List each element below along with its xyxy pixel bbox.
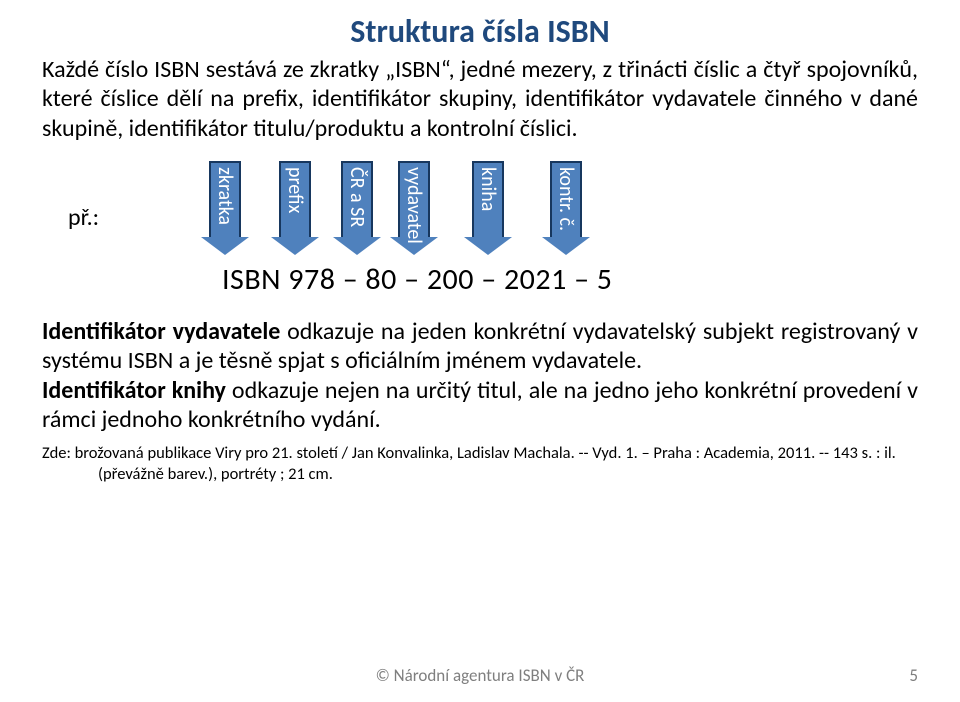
arrow--r-a-sr: ČR a SR: [341, 161, 373, 255]
page-title: Struktura čísla ISBN: [42, 12, 918, 51]
arrow-label: kontr. č.: [550, 167, 582, 231]
source-line1: Zde: brožovaná publikace Viry pro 21. st…: [42, 443, 918, 464]
footer-page-number: 5: [909, 665, 918, 686]
arrow-label: ČR a SR: [341, 167, 373, 227]
arrow-prefix: prefix: [279, 161, 311, 255]
arrows-container: zkratka prefix ČR a SR vydavatel kniha kontr.…: [209, 161, 582, 255]
arrow-label: prefix: [279, 167, 311, 213]
arrow-zkratka: zkratka: [209, 161, 241, 255]
isbn-number: ISBN 978 – 80 – 200 – 2021 – 5: [42, 261, 918, 298]
footer-copyright: © Národní agentura ISBN v ČR: [0, 665, 960, 686]
arrow-label: vydavatel: [398, 167, 430, 244]
bold-term-2: Identifikátor knihy: [42, 376, 226, 405]
arrow-kontr-: kontr. č.: [550, 161, 582, 255]
arrow-kniha: kniha: [472, 161, 504, 255]
bold-term-1: Identifikátor vydavatele: [42, 317, 280, 346]
source-citation: Zde: brožovaná publikace Viry pro 21. st…: [42, 443, 918, 484]
intro-paragraph: Každé číslo ISBN sestává ze zkratky „ISB…: [42, 55, 918, 143]
example-label: př.:: [68, 161, 99, 232]
footer: © Národní agentura ISBN v ČR 5: [0, 665, 960, 686]
arrow-label: zkratka: [209, 167, 241, 225]
source-line2: (převážně barev.), portréty ; 21 cm.: [42, 464, 918, 485]
isbn-example-row: př.: zkratka prefix ČR a SR vydavatel kniha k…: [42, 161, 918, 255]
arrow-vydavatel: vydavatel: [398, 161, 430, 255]
paragraph-book-id: Identifikátor knihy odkazuje nejen na ur…: [42, 377, 918, 435]
arrow-label: kniha: [472, 167, 504, 211]
paragraph-publisher-id: Identifikátor vydavatele odkazuje na jed…: [42, 318, 918, 376]
